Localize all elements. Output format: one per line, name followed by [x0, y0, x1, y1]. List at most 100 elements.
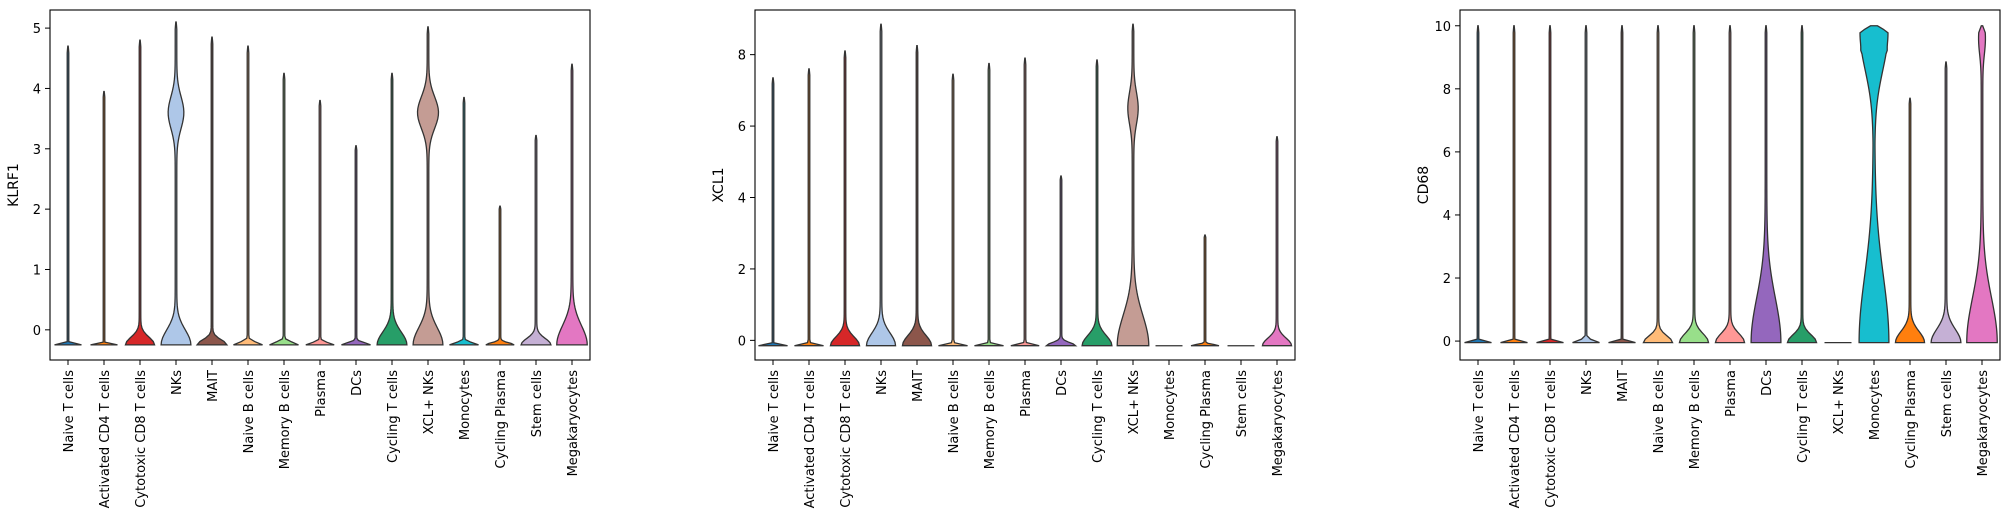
x-tick-label: Cytotoxic CD8 T cells — [1544, 370, 1559, 508]
x-tick-label: Cytotoxic CD8 T cells — [134, 370, 149, 508]
y-axis-label: XCL1 — [711, 167, 727, 202]
x-tick-label: XCL+ NKs — [422, 370, 437, 435]
x-tick-label: Megakaryocytes — [1976, 370, 1991, 477]
x-tick-label: XCL+ NKs — [1832, 370, 1847, 435]
violin-panel-3: Naive T cells Activated CD4 T cells Cytoto… — [1416, 9, 2001, 509]
x-tick-label: Monocytes — [1868, 370, 1883, 440]
violin-stem-cells — [1930, 61, 1962, 344]
violin-mait — [901, 45, 933, 347]
x-tick-label: Plasma — [1724, 370, 1739, 417]
y-tick-label: 4 — [1443, 209, 1451, 224]
violin-activated-cd4-t-cells — [1500, 25, 1528, 344]
violin-naive-b-cells — [938, 73, 968, 347]
violin-cycling-t-cells — [1786, 25, 1818, 344]
x-tick-label: NKs — [1580, 370, 1595, 395]
x-tick-label: Cycling T cells — [1796, 370, 1811, 463]
x-tick-label: MAIT — [206, 370, 221, 402]
y-tick-label: 5 — [33, 22, 41, 37]
violin-dcs — [1750, 25, 1782, 344]
x-tick-label: Activated CD4 T cells — [1508, 370, 1523, 509]
y-tick-label: 4 — [738, 192, 746, 207]
x-tick-label: DCs — [1760, 370, 1775, 396]
x-tick-label: XCL+ NKs — [1127, 370, 1142, 435]
violin-mait — [195, 36, 229, 346]
violin-activated-cd4-t-cells — [794, 68, 824, 347]
violin-activated-cd4-t-cells — [90, 90, 118, 346]
violin-dcs — [341, 145, 371, 346]
violin-stem-cells — [520, 134, 552, 346]
violin-cytotoxic-cd8-t-cells — [829, 50, 861, 347]
violin-cycling-plasma — [1190, 234, 1220, 347]
violin-megakaryocytes — [1966, 25, 1998, 344]
y-axis-label: KLRF1 — [6, 163, 22, 207]
y-tick-label: 8 — [1443, 83, 1451, 98]
plot-frame — [754, 9, 1296, 361]
y-tick-label: 1 — [33, 263, 41, 278]
x-tick-label: Megakaryocytes — [566, 370, 581, 477]
x-tick-label: DCs — [350, 370, 365, 396]
violin-monocytes — [449, 96, 479, 346]
violin-dcs — [1044, 175, 1078, 347]
x-tick-label: Activated CD4 T cells — [803, 370, 818, 509]
violin-nks — [160, 21, 192, 346]
y-tick-label: 0 — [738, 334, 746, 349]
violin-naive-b-cells — [1642, 25, 1674, 344]
x-tick-label: Cycling Plasma — [494, 370, 509, 469]
y-tick-label: 3 — [33, 143, 41, 158]
y-tick-label: 2 — [33, 203, 41, 218]
x-tick-label: Naive T cells — [1472, 370, 1487, 453]
y-tick-label: 10 — [1434, 20, 1451, 35]
x-tick-label: Memory B cells — [278, 370, 293, 469]
x-tick-label: DCs — [1055, 370, 1070, 396]
violin-nks — [865, 23, 897, 347]
x-tick-label: Cycling T cells — [386, 370, 401, 463]
violin-nks — [1572, 25, 1600, 344]
violin-naive-t-cells — [758, 77, 788, 347]
y-tick-label: 6 — [1443, 146, 1451, 161]
x-tick-label: Memory B cells — [983, 370, 998, 469]
violin-panel-2: Naive T cells Activated CD4 T cells Cytoto… — [711, 9, 1296, 509]
y-tick-label: 0 — [33, 324, 41, 339]
x-tick-label: Plasma — [1019, 370, 1034, 417]
x-tick-label: Cytotoxic CD8 T cells — [839, 370, 854, 508]
violin-megakaryocytes — [556, 63, 588, 346]
violin-naive-t-cells — [54, 45, 82, 346]
violin-mait — [1608, 25, 1636, 344]
y-tick-label: 6 — [738, 120, 746, 135]
violin-monocytes — [1858, 25, 1890, 344]
x-tick-label: Memory B cells — [1688, 370, 1703, 469]
violin-xcl-nks — [412, 26, 444, 346]
plot-frame — [1459, 9, 2001, 361]
y-tick-label: 0 — [1443, 335, 1451, 350]
violin-megakaryocytes — [1261, 136, 1293, 347]
x-tick-label: Naive B cells — [242, 370, 257, 454]
violin-memory-b-cells — [1678, 25, 1710, 344]
x-tick-label: Stem cells — [530, 370, 545, 438]
x-tick-label: Naive T cells — [767, 370, 782, 453]
x-tick-label: Monocytes — [1163, 370, 1178, 440]
violin-plasma — [1010, 57, 1040, 347]
violin-memory-b-cells — [269, 72, 299, 346]
x-tick-label: Plasma — [314, 370, 329, 417]
violin-cycling-t-cells — [1081, 59, 1113, 347]
y-tick-label: 2 — [1443, 272, 1451, 287]
x-tick-label: NKs — [170, 370, 185, 395]
y-tick-label: 4 — [33, 82, 41, 97]
violin-memory-b-cells — [974, 62, 1004, 347]
x-tick-label: Stem cells — [1235, 370, 1250, 438]
violin-naive-t-cells — [1464, 25, 1492, 344]
x-tick-label: Naive T cells — [62, 370, 77, 453]
x-tick-label: MAIT — [1616, 370, 1631, 402]
violin-panel-1: Naive T cells Activated CD4 T cells Cytoto… — [6, 9, 591, 509]
x-tick-label: Megakaryocytes — [1271, 370, 1286, 477]
violin-naive-b-cells — [233, 45, 263, 346]
y-tick-label: 2 — [738, 263, 746, 278]
y-tick-label: 8 — [738, 49, 746, 64]
y-axis-label: CD68 — [1416, 166, 1432, 204]
violin-cycling-t-cells — [376, 72, 408, 346]
violin-plasma — [1714, 25, 1746, 344]
violin-xcl-nks — [1116, 23, 1150, 347]
violin-plasma — [305, 99, 335, 346]
x-tick-label: Activated CD4 T cells — [98, 370, 113, 509]
